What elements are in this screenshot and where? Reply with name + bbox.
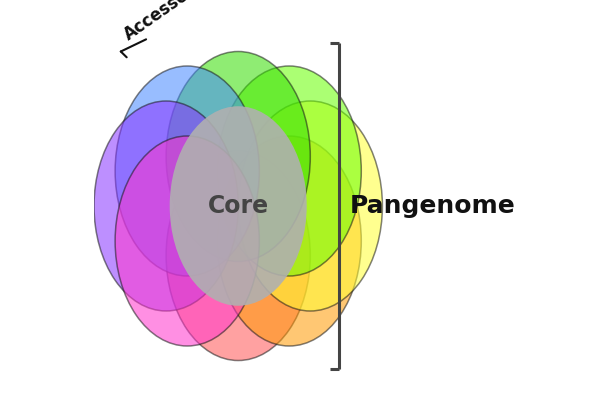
- Ellipse shape: [166, 150, 310, 360]
- Ellipse shape: [94, 101, 238, 311]
- Text: Pangenome: Pangenome: [349, 194, 515, 218]
- Text: Core: Core: [208, 194, 269, 218]
- Ellipse shape: [115, 136, 259, 346]
- Ellipse shape: [170, 106, 307, 306]
- Ellipse shape: [115, 66, 259, 276]
- Ellipse shape: [238, 101, 382, 311]
- Ellipse shape: [166, 52, 310, 262]
- Ellipse shape: [217, 66, 361, 276]
- Ellipse shape: [217, 136, 361, 346]
- Text: Accessory: Accessory: [121, 0, 208, 44]
